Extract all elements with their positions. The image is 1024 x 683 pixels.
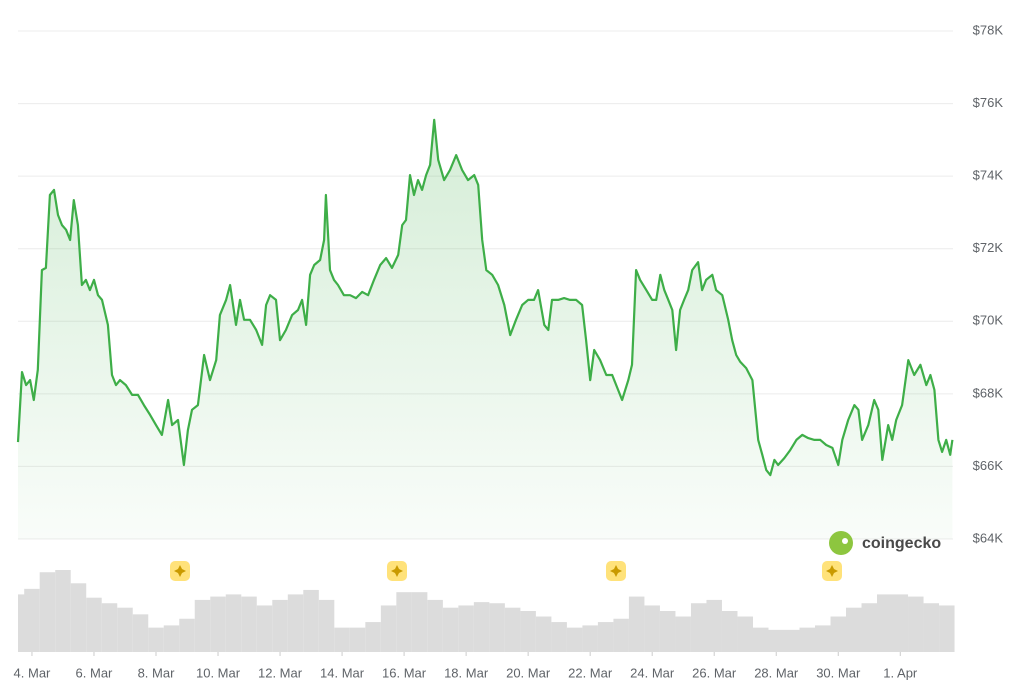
x-tick-label: 28. Mar xyxy=(754,665,799,680)
volume-bar xyxy=(349,627,366,652)
volume-bar xyxy=(846,607,862,652)
volume-bar xyxy=(939,605,955,652)
y-tick-label: $70K xyxy=(973,313,1004,328)
event-markers xyxy=(170,561,842,581)
volume-bar xyxy=(690,603,707,652)
volume-bar xyxy=(86,597,102,652)
volume-bar xyxy=(225,594,242,652)
price-line xyxy=(16,118,954,477)
x-tick-label: 18. Mar xyxy=(444,665,489,680)
volume-bar xyxy=(830,616,847,652)
volume-bar xyxy=(380,605,397,652)
event-icon[interactable] xyxy=(170,561,190,581)
volume-bar xyxy=(101,603,118,652)
volume-bar xyxy=(628,596,645,652)
volume-bar xyxy=(148,627,164,652)
volume-bar xyxy=(675,616,691,652)
volume-bar xyxy=(442,607,459,652)
volume-bar xyxy=(566,627,583,652)
volume-bar xyxy=(163,625,180,652)
watermark: coingecko xyxy=(829,531,941,555)
volume-bar xyxy=(179,618,195,652)
volume-bar xyxy=(582,625,598,652)
volume-bar xyxy=(504,607,521,652)
x-tick-label: 1. Apr xyxy=(883,665,918,680)
x-tick-label: 14. Mar xyxy=(320,665,365,680)
volume-bar xyxy=(318,599,335,652)
volume-bar xyxy=(334,627,350,652)
logo-eye xyxy=(842,538,848,544)
x-tick-label: 8. Mar xyxy=(138,665,176,680)
volume-bar xyxy=(659,611,676,652)
volume-bar xyxy=(411,592,428,652)
x-tick-label: 22. Mar xyxy=(568,665,613,680)
volume-bar xyxy=(458,605,474,652)
volume-bar xyxy=(272,599,288,652)
volume-bar xyxy=(210,596,226,652)
x-tick-label: 10. Mar xyxy=(196,665,241,680)
x-tick-label: 26. Mar xyxy=(692,665,737,680)
x-tick-label: 30. Mar xyxy=(816,665,861,680)
x-tick-label: 24. Mar xyxy=(630,665,675,680)
volume-bar xyxy=(613,618,629,652)
y-tick-label: $78K xyxy=(973,22,1004,37)
volume-bar xyxy=(489,603,505,652)
volume-bar xyxy=(861,603,878,652)
watermark-text: coingecko xyxy=(862,535,941,552)
event-icon[interactable] xyxy=(822,561,842,581)
y-tick-label: $74K xyxy=(973,168,1004,183)
volume-bar xyxy=(39,572,56,652)
volume-bar xyxy=(783,629,800,652)
y-tick-label: $64K xyxy=(973,530,1004,545)
volume-bar xyxy=(721,611,738,652)
x-tick-label: 4. Mar xyxy=(14,665,52,680)
volume-bar xyxy=(520,611,536,652)
volume-bar xyxy=(303,589,319,652)
volume-bar xyxy=(892,594,909,652)
volume-bar xyxy=(287,594,304,652)
volume-bar xyxy=(644,605,660,652)
y-tick-label: $66K xyxy=(973,458,1004,473)
volume-bar xyxy=(535,616,552,652)
y-tick-label: $68K xyxy=(973,385,1004,400)
event-icon[interactable] xyxy=(387,561,407,581)
volume-bar xyxy=(132,614,149,652)
area xyxy=(18,119,953,540)
volume-bar xyxy=(427,599,443,652)
x-tick-label: 20. Mar xyxy=(506,665,551,680)
volume-bar xyxy=(473,602,490,652)
volume-bar xyxy=(551,622,567,652)
event-icon[interactable] xyxy=(606,561,626,581)
volume-bar xyxy=(55,570,71,652)
volume-bar xyxy=(365,622,381,652)
volume-bar xyxy=(194,599,211,652)
volume-bar xyxy=(706,599,722,652)
volume-bar xyxy=(241,596,257,652)
y-tick-label: $76K xyxy=(973,95,1004,110)
x-tick-label: 6. Mar xyxy=(76,665,114,680)
x-tick-label: 16. Mar xyxy=(382,665,427,680)
volume-bar xyxy=(799,627,815,652)
volume-bar xyxy=(117,607,133,652)
volume-bar xyxy=(814,625,831,652)
volume-bar xyxy=(597,622,614,652)
volume-bar xyxy=(768,629,784,652)
volume-bar xyxy=(70,583,87,652)
volume-bar xyxy=(908,596,924,652)
volume-bar xyxy=(877,594,893,652)
volume-bar xyxy=(737,616,753,652)
volume-bar xyxy=(396,592,412,652)
y-tick-label: $72K xyxy=(973,240,1004,255)
x-tick-label: 12. Mar xyxy=(258,665,303,680)
volume-bar xyxy=(256,605,273,652)
logo xyxy=(829,531,853,555)
volume-bar xyxy=(752,627,769,652)
volume-bar xyxy=(24,588,40,652)
volume-bar xyxy=(923,603,940,652)
